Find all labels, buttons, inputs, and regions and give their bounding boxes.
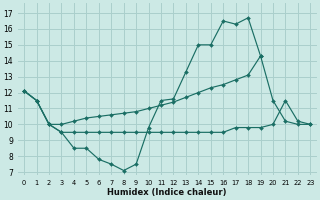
X-axis label: Humidex (Indice chaleur): Humidex (Indice chaleur) xyxy=(108,188,227,197)
